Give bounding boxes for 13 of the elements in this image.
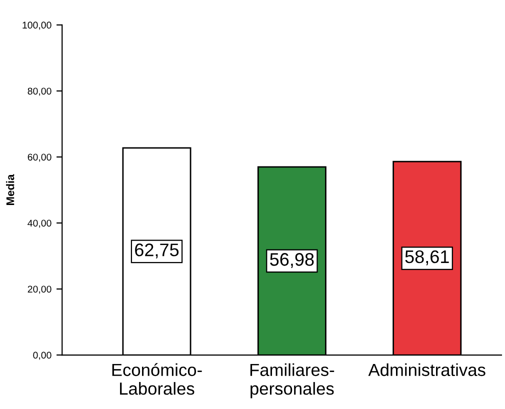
- y-axis-title: Media: [6, 174, 14, 205]
- x-tick-label: Económico- Laborales: [112, 363, 202, 395]
- y-tick-label: 40,00: [28, 220, 52, 228]
- x-tick-label: Administrativas: [368, 363, 486, 376]
- data-label: 62,75: [135, 244, 179, 258]
- y-tick-label: 20,00: [28, 286, 52, 294]
- y-tick-label: 60,00: [28, 154, 52, 162]
- x-tick-label: Familiares- personales: [250, 363, 334, 398]
- y-tick-label: 100,00: [22, 22, 52, 30]
- data-label: 58,61: [405, 250, 449, 266]
- y-tick-label: 80,00: [28, 88, 52, 96]
- y-tick-label: 0,00: [33, 352, 52, 360]
- data-label: 56,98: [270, 253, 314, 268]
